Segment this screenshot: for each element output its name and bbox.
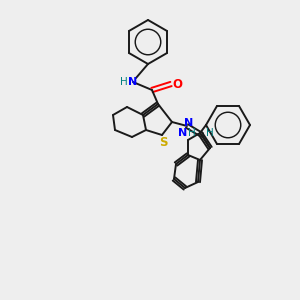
Text: N: N	[178, 128, 188, 138]
Text: H: H	[120, 77, 128, 87]
Text: N: N	[128, 77, 138, 87]
Text: N: N	[184, 118, 194, 128]
Text: S: S	[159, 136, 167, 149]
Text: H: H	[206, 128, 214, 138]
Text: O: O	[172, 77, 182, 91]
Text: H: H	[188, 128, 196, 138]
